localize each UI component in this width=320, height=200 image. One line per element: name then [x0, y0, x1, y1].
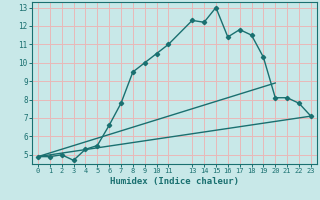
X-axis label: Humidex (Indice chaleur): Humidex (Indice chaleur) [110, 177, 239, 186]
